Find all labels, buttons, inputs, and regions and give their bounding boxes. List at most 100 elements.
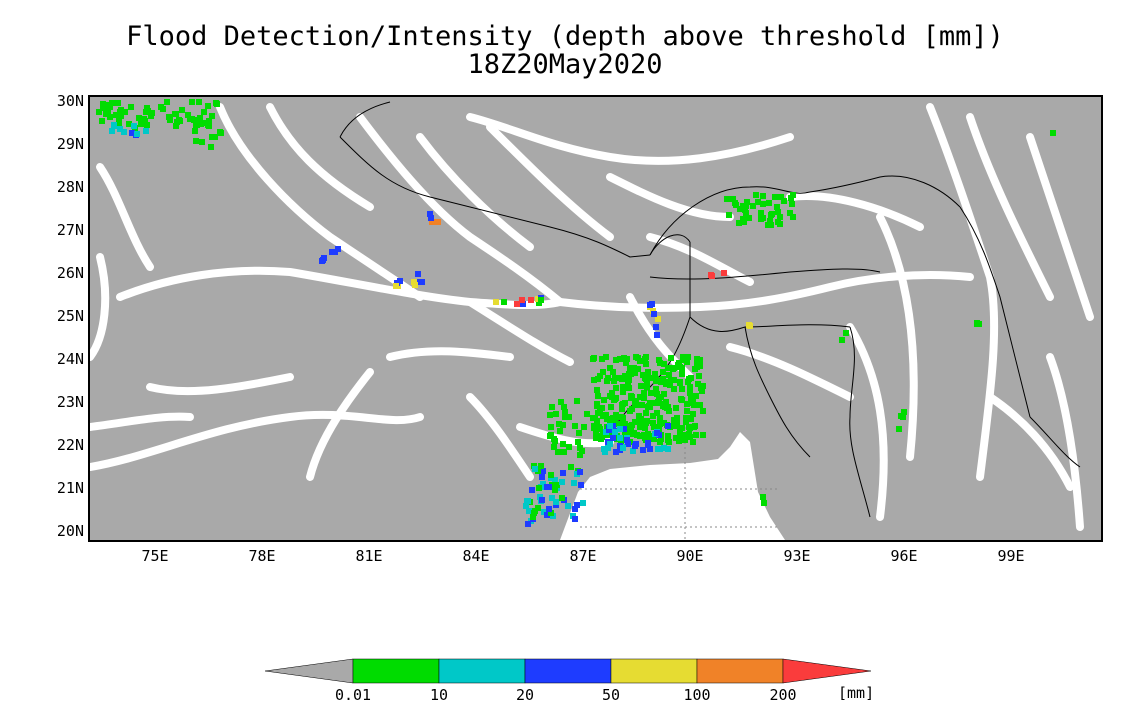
flood-cell xyxy=(637,433,643,439)
flood-cell xyxy=(549,495,555,501)
flood-cell xyxy=(790,214,796,220)
lon-label-93: 93E xyxy=(783,547,811,565)
flood-cell xyxy=(656,395,662,401)
flood-cell xyxy=(648,433,654,439)
flood-cell xyxy=(620,389,626,395)
flood-cell xyxy=(686,376,692,382)
flood-cell xyxy=(777,214,783,220)
flood-cell xyxy=(781,198,787,204)
flood-cell xyxy=(612,429,618,435)
flood-cell xyxy=(660,403,666,409)
flood-cell xyxy=(683,432,689,438)
flood-cell xyxy=(658,436,664,442)
flood-cell xyxy=(109,100,115,106)
flood-cell xyxy=(641,432,647,438)
flood-cell xyxy=(642,425,648,431)
flood-cell xyxy=(900,414,906,420)
flood-cell xyxy=(141,116,147,122)
flood-cell xyxy=(688,397,694,403)
flood-cell xyxy=(695,381,701,387)
flood-cell xyxy=(628,428,634,434)
flood-cell xyxy=(128,104,134,110)
flood-cell xyxy=(544,512,550,518)
flood-cell xyxy=(173,123,179,129)
flood-cell xyxy=(113,112,119,118)
flood-cell xyxy=(761,500,767,506)
flood-cell xyxy=(901,409,907,415)
flood-cell xyxy=(138,121,144,127)
river-network xyxy=(90,103,1094,531)
flood-cell xyxy=(700,408,706,414)
flood-cell xyxy=(661,445,667,451)
flood-cell xyxy=(548,510,554,516)
flood-cell xyxy=(560,441,566,447)
flood-cell xyxy=(572,516,578,522)
flood-cell xyxy=(660,369,666,375)
flood-cell xyxy=(415,271,421,277)
flood-cell xyxy=(623,360,629,366)
flood-cell xyxy=(775,209,781,215)
flood-cell xyxy=(208,144,214,150)
flood-cell xyxy=(691,424,697,430)
legend-label-2: 20 xyxy=(515,686,535,704)
flood-cell xyxy=(645,369,651,375)
flood-cell xyxy=(553,499,559,505)
flood-cell xyxy=(539,497,545,503)
flood-cell xyxy=(653,386,659,392)
flood-cell xyxy=(758,210,764,216)
flood-cell xyxy=(148,113,154,119)
flood-cell xyxy=(618,439,624,445)
flood-cell xyxy=(166,114,172,120)
lat-label-21: 21N xyxy=(56,479,84,497)
flood-cell xyxy=(209,113,215,119)
flood-cell xyxy=(525,498,531,504)
flood-cell xyxy=(576,430,582,436)
flood-cell xyxy=(639,402,645,408)
flood-cell xyxy=(566,444,572,450)
flood-cell xyxy=(760,201,766,207)
flood-cell xyxy=(690,411,696,417)
flood-cell xyxy=(107,114,113,120)
flood-cell xyxy=(620,384,626,390)
map-title: Flood Detection/Intensity (depth above t… xyxy=(126,21,1004,52)
flood-cell xyxy=(655,316,661,322)
flood-cell xyxy=(597,426,603,432)
flood-cell xyxy=(335,246,341,252)
flood-cell xyxy=(179,107,185,113)
flood-cell xyxy=(143,128,149,134)
flood-cell xyxy=(626,377,632,383)
flood-cell xyxy=(117,126,123,132)
lat-label-30: 30N xyxy=(56,92,84,110)
lat-label-24: 24N xyxy=(56,350,84,368)
flood-cell xyxy=(189,99,195,105)
flood-cell xyxy=(746,215,752,221)
flood-cell xyxy=(593,431,599,437)
lon-label-78: 78E xyxy=(248,547,276,565)
flood-cell xyxy=(657,446,663,452)
flood-cell xyxy=(657,415,663,421)
flood-cell xyxy=(565,503,571,509)
flood-cell xyxy=(612,416,618,422)
flood-cell xyxy=(692,366,698,372)
flood-cell xyxy=(641,395,647,401)
flood-cell xyxy=(100,101,106,107)
flood-cell xyxy=(555,449,561,455)
flood-cell xyxy=(562,414,568,420)
flood-cell xyxy=(164,99,170,105)
flood-cell xyxy=(641,390,647,396)
lat-label-29: 29N xyxy=(56,135,84,153)
flood-cell xyxy=(665,365,671,371)
flood-cell xyxy=(643,354,649,360)
flood-cell xyxy=(677,380,683,386)
legend-swatch-3 xyxy=(524,658,612,684)
flood-cell xyxy=(329,249,335,255)
legend-swatch-6 xyxy=(782,658,872,684)
flood-cell xyxy=(637,424,643,430)
flood-cell xyxy=(115,100,121,106)
lon-label-90: 90E xyxy=(676,547,704,565)
flood-cell xyxy=(617,375,623,381)
flood-cell xyxy=(679,365,685,371)
legend-swatch-1 xyxy=(352,658,440,684)
flood-cell xyxy=(687,390,693,396)
flood-cell xyxy=(652,371,658,377)
